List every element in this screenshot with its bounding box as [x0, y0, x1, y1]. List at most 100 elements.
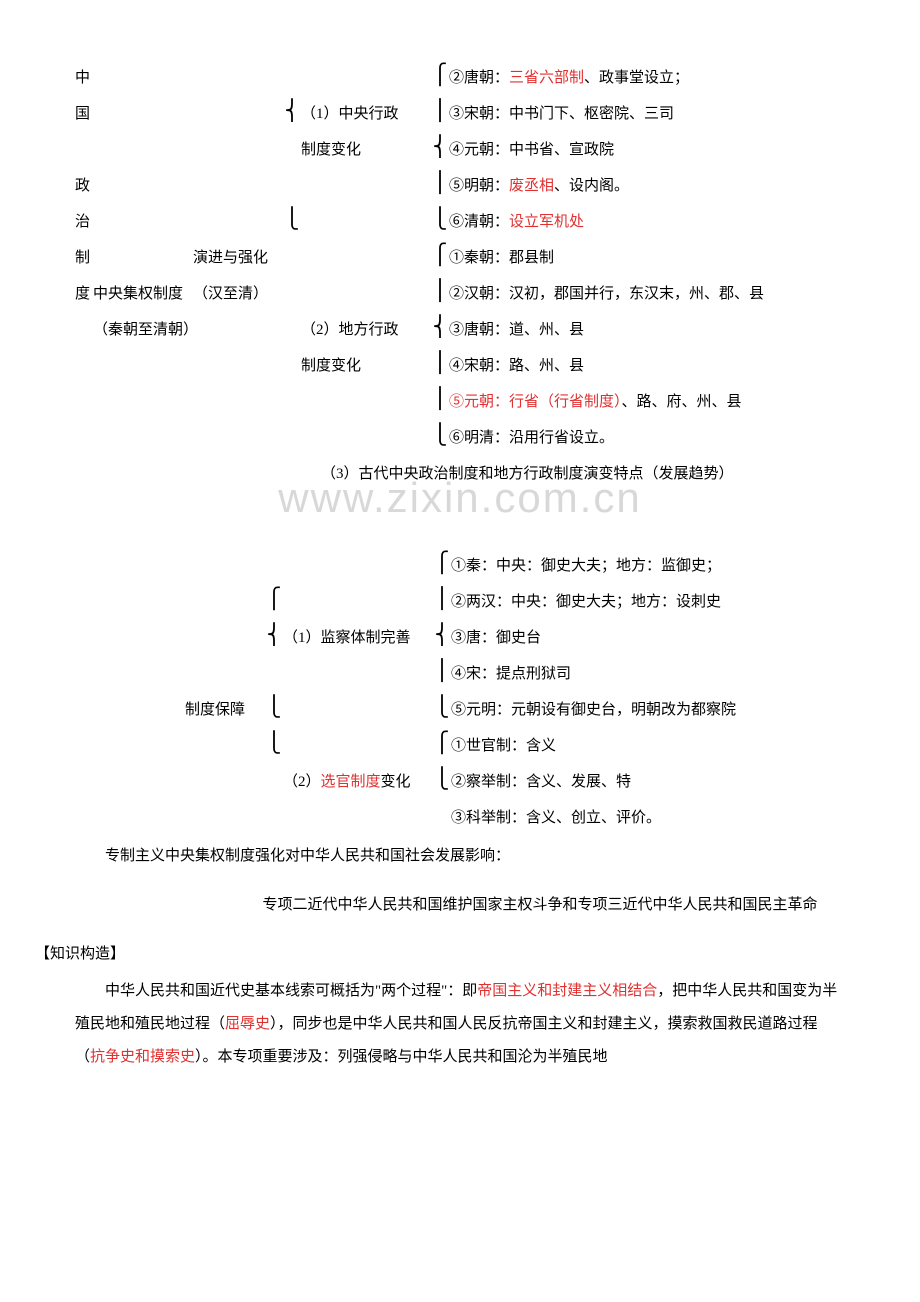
section-label	[301, 60, 431, 96]
list-item: ④宋：提点刑狱司	[451, 656, 845, 692]
col3-cell	[193, 60, 283, 96]
brace-icon	[283, 132, 301, 168]
brace-icon	[283, 276, 301, 312]
table-row: （秦朝至清朝）（2）地方行政⎨③唐朝：道、州、县	[75, 312, 845, 348]
vertical-label-char: 政	[75, 168, 93, 204]
list-item: ④元朝：中书省、宣政院	[449, 132, 845, 168]
section-label: （1）中央行政	[301, 96, 431, 132]
spacer	[75, 584, 185, 620]
left-label	[185, 620, 265, 656]
section-1b: 制演进与强化⎧①秦朝：郡县制度中央集权制度（汉至清）⎪②汉朝：汉初，郡国并行，东…	[75, 240, 845, 456]
brace-icon: ⎧	[433, 548, 451, 584]
footer-para-2: 中华人民共和国近代史基本线索可概括为"两个过程"：即帝国主义和封建主义相结合，把…	[75, 975, 845, 1074]
left-label	[185, 584, 265, 620]
brace-icon: ⎪	[431, 276, 449, 312]
table-row: 制度变化⎪④宋朝：路、州、县	[75, 348, 845, 384]
list-item: ⑥明清：沿用行省设立。	[449, 420, 845, 456]
section-label	[301, 420, 431, 456]
table-row: ⎨（1）监察体制完善⎨③唐：御史台	[75, 620, 845, 656]
vertical-label-char: 中	[75, 60, 93, 96]
brace-icon	[283, 168, 301, 204]
brace-icon: ⎪	[431, 96, 449, 132]
left-label: 制度保障	[185, 692, 265, 728]
brace-icon: ⎪	[433, 584, 451, 620]
document-content: 中⎧②唐朝：三省六部制、政事堂设立；国⎨（1）中央行政⎪③宋朝：中书门下、枢密院…	[75, 60, 845, 1074]
table-row: 制度变化⎨④元朝：中书省、宣政院	[75, 132, 845, 168]
list-item: ③科举制：含义、创立、评价。	[451, 800, 845, 836]
highlight-text: 选官制度	[321, 774, 381, 790]
col2-cell	[93, 384, 193, 420]
vertical-label-char: 度	[75, 276, 93, 312]
brace-icon: ⎨	[433, 620, 451, 656]
brace-icon: ⎩	[433, 764, 451, 800]
brace-icon	[283, 312, 301, 348]
brace-icon	[265, 656, 283, 692]
list-item: ⑤元明：元朝设有御史台，明朝改为都察院	[451, 692, 845, 728]
section-label: 制度变化	[301, 132, 431, 168]
brace-icon: ⎧	[431, 60, 449, 96]
table-row: ③科举制：含义、创立、评价。	[75, 800, 845, 836]
left-label	[185, 728, 265, 764]
section-label: 制度变化	[301, 348, 431, 384]
brace-icon	[283, 60, 301, 96]
col2-cell	[93, 132, 193, 168]
left-label	[185, 800, 265, 836]
highlight-text: 抗争史和摸索史	[90, 1049, 195, 1065]
section-2: ⎧①秦：中央：御史大夫；地方：监御史；⎧⎪②两汉：中央：御史大夫；地方：设刺史⎨…	[75, 548, 845, 836]
table-row: ⎧①秦：中央：御史大夫；地方：监御史；	[75, 548, 845, 584]
section-label: （2）地方行政	[301, 312, 431, 348]
list-item: ③唐：御史台	[451, 620, 845, 656]
mid-label	[283, 548, 433, 584]
brace-icon	[283, 420, 301, 456]
mid-label	[283, 692, 433, 728]
section-1c: （3）古代中央政治制度和地方行政制度演变特点（发展趋势）	[75, 456, 845, 492]
brace-icon: ⎧	[265, 584, 283, 620]
col3-cell	[193, 312, 283, 348]
col3-cell	[193, 204, 283, 240]
table-row: ⎪⑤元朝：行省（行省制度）、路、府、州、县	[75, 384, 845, 420]
table-row: 度中央集权制度（汉至清）⎪②汉朝：汉初，郡国并行，东汉末，州、郡、县	[75, 276, 845, 312]
brace-icon: ⎨	[431, 132, 449, 168]
table-row: 制度保障⎩⎩⑤元明：元朝设有御史台，明朝改为都察院	[75, 692, 845, 728]
brace-icon: ⎩	[431, 204, 449, 240]
vertical-label-char	[75, 132, 93, 168]
highlight-text: 三省六部制	[509, 70, 584, 86]
highlight-text: 帝国主义和封建主义相结合	[477, 983, 657, 999]
brace-icon: ⎨	[283, 96, 301, 132]
highlight-text: 设立军机处	[509, 214, 584, 230]
trend-line: （3）古代中央政治制度和地方行政制度演变特点（发展趋势）	[321, 456, 845, 492]
col2-cell: （秦朝至清朝）	[93, 312, 193, 348]
brace-icon: ⎪	[433, 656, 451, 692]
list-item: ④宋朝：路、州、县	[449, 348, 845, 384]
left-label	[185, 548, 265, 584]
spacer	[75, 548, 185, 584]
brace-icon: ⎩	[283, 204, 301, 240]
vertical-label-char: 制	[75, 240, 93, 276]
col2-cell: 中央集权制度	[93, 276, 193, 312]
list-item: ⑥清朝：设立军机处	[449, 204, 845, 240]
section-label	[301, 204, 431, 240]
mid-label	[283, 656, 433, 692]
mid-label: （1）监察体制完善	[283, 620, 433, 656]
section-label	[301, 384, 431, 420]
brace-icon	[265, 764, 283, 800]
list-item: ⑤明朝：废丞相、设内阁。	[449, 168, 845, 204]
section-1a: 中 ⎧②唐朝：三省六部制、政事堂设立；国⎨（1）中央行政⎪③宋朝：中书门下、枢密院…	[75, 60, 845, 240]
brace-icon: ⎪	[431, 168, 449, 204]
brace-icon: ⎧	[431, 240, 449, 276]
col3-cell	[193, 384, 283, 420]
table-row: 国⎨（1）中央行政⎪③宋朝：中书门下、枢密院、三司	[75, 96, 845, 132]
col3-cell: 演进与强化	[193, 240, 283, 276]
col2-cell	[93, 60, 193, 96]
table-row: 制演进与强化⎧①秦朝：郡县制	[75, 240, 845, 276]
brace-icon: ⎩	[265, 692, 283, 728]
left-label	[185, 656, 265, 692]
col2-cell	[93, 348, 193, 384]
col2-cell	[93, 420, 193, 456]
list-item: ③唐朝：道、州、县	[449, 312, 845, 348]
list-item: ②唐朝：三省六部制、政事堂设立；	[449, 60, 845, 96]
table-row: ⎩⑥明清：沿用行省设立。	[75, 420, 845, 456]
vertical-label-char	[75, 348, 93, 384]
section-label	[301, 240, 431, 276]
col3-cell	[193, 420, 283, 456]
